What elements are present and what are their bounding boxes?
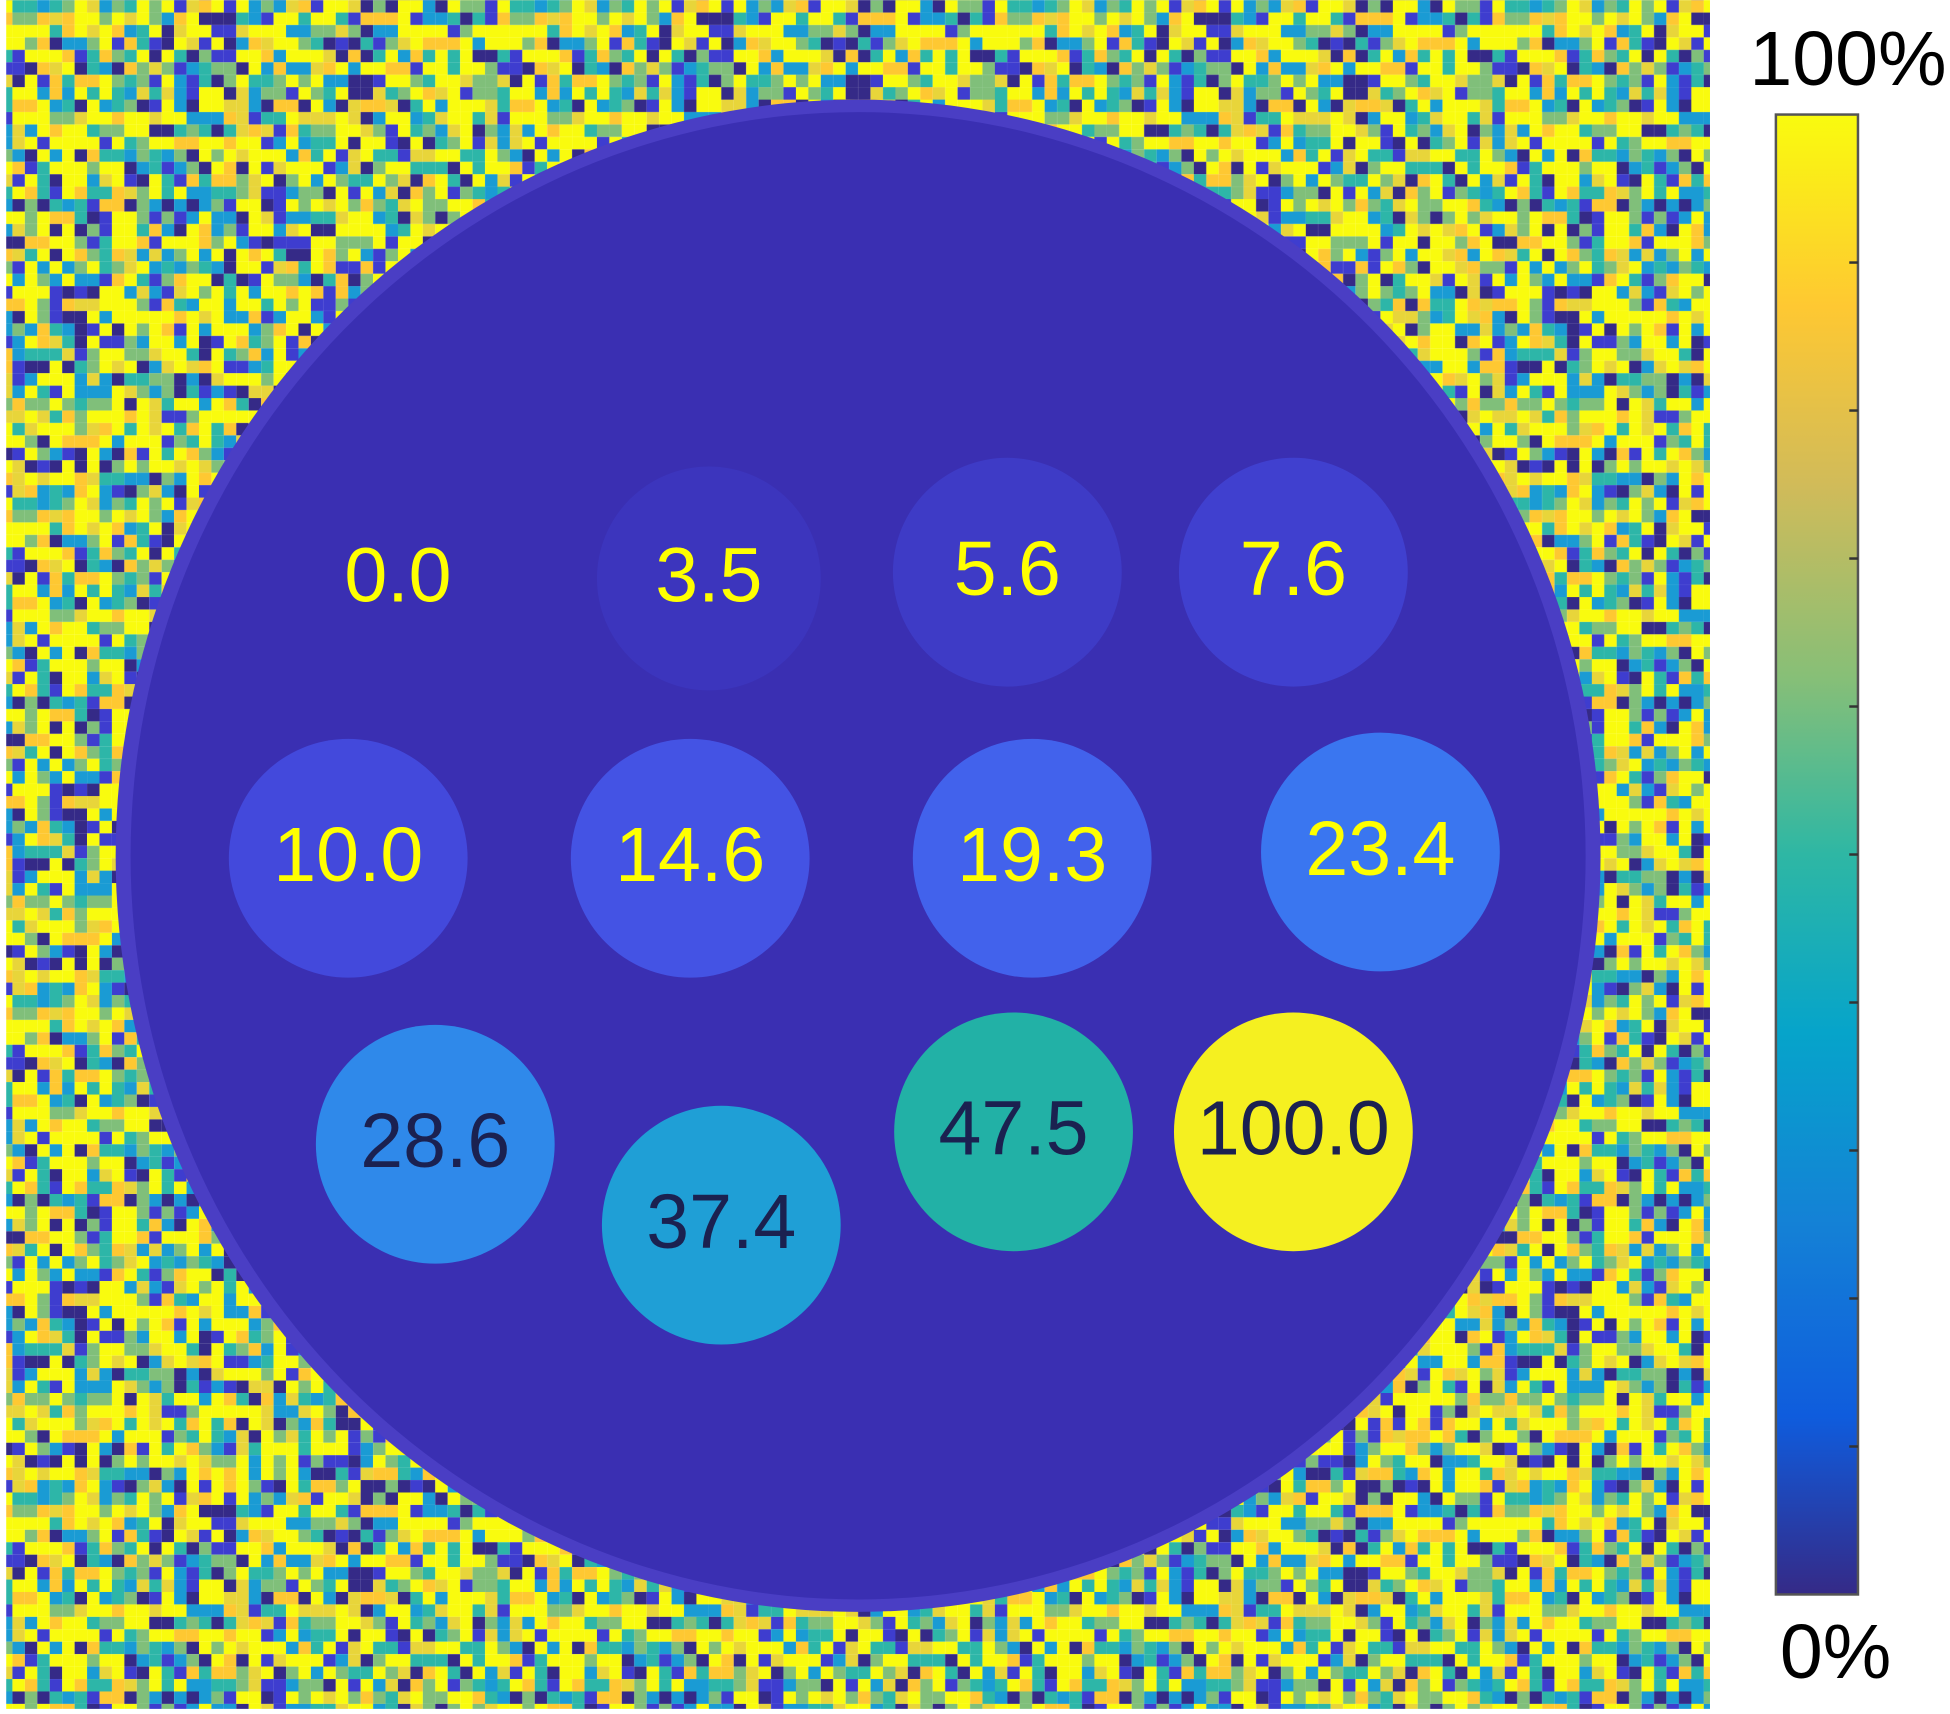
- vial: [1173, 1012, 1413, 1252]
- colorbar-max-label: 100%: [1749, 16, 1946, 102]
- vial-label: 5.6: [954, 526, 1061, 612]
- colorbar-ticks: [1849, 261, 1858, 1448]
- vial-label: 19.3: [957, 812, 1107, 898]
- vial: [315, 1024, 555, 1264]
- vial-label: 28.6: [360, 1098, 510, 1184]
- vial: [596, 466, 821, 691]
- vial-label: 14.6: [615, 812, 765, 898]
- vial-label: 10.0: [273, 812, 423, 898]
- vial: [228, 738, 468, 978]
- vials: 0.0 3.5 5.6 7.6 10.0 14.6 19.3 23.4 28.6 37.4 47.5…: [228, 457, 1500, 1345]
- vial: [1178, 457, 1408, 687]
- vial: [601, 1105, 841, 1345]
- colorbar-min-label: 0%: [1780, 1609, 1891, 1695]
- vial-label: 7.6: [1240, 526, 1347, 612]
- vial-label: 100.0: [1197, 1086, 1390, 1172]
- vial: [912, 738, 1152, 978]
- vial-label: 3.5: [655, 532, 762, 618]
- vial-label: 47.5: [939, 1086, 1089, 1172]
- vial: [1261, 732, 1500, 972]
- vial-label: 37.4: [646, 1179, 796, 1265]
- vial: [570, 738, 810, 978]
- colorbar: [1774, 113, 1860, 1596]
- vial: [892, 457, 1122, 687]
- vial: [894, 1012, 1133, 1252]
- vial-label: 0.0: [344, 532, 451, 618]
- vial-label: 23.4: [1305, 806, 1455, 892]
